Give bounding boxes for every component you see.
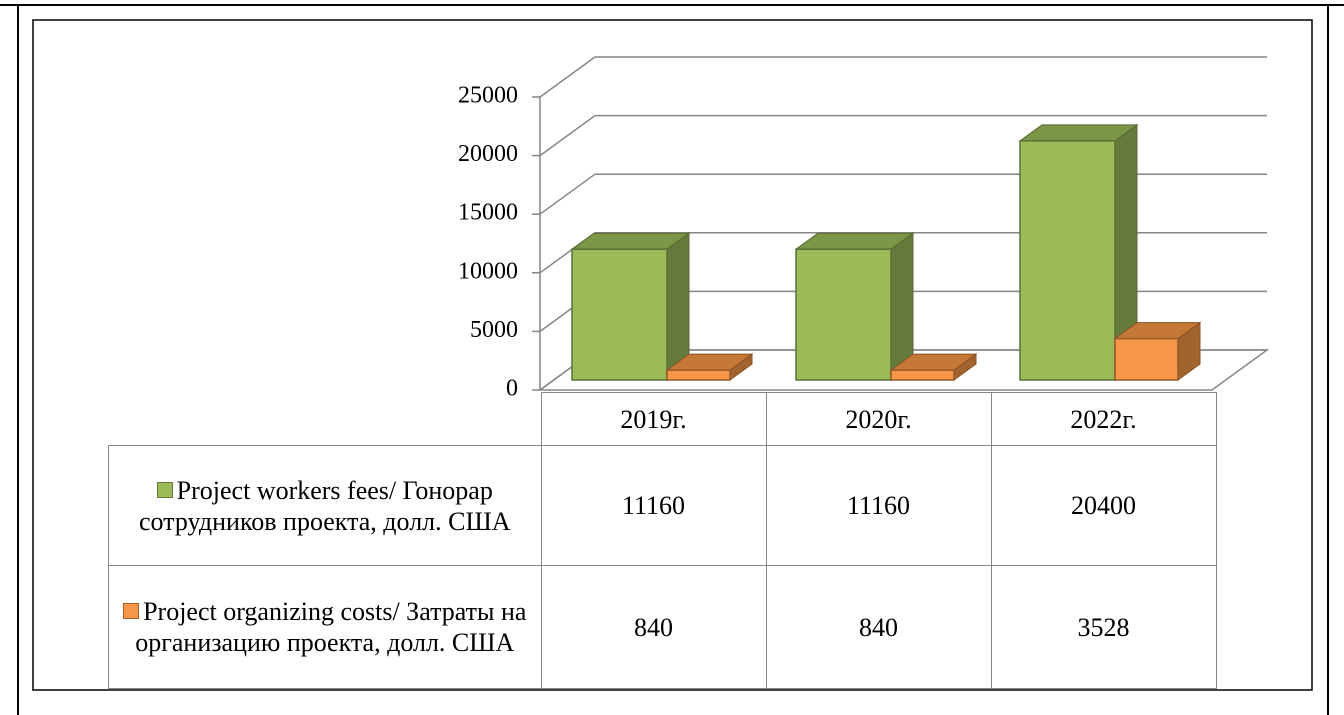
value-cell: 3528 bbox=[990, 565, 1217, 689]
data-table: 2019г. 2020г. 2022г. Project workers fee… bbox=[108, 392, 1217, 689]
bar-front bbox=[890, 369, 955, 381]
y-tick-label: 5000 bbox=[470, 317, 518, 343]
chart-border bbox=[32, 19, 1313, 691]
category-cell: 2020г. bbox=[765, 392, 992, 446]
bar-front bbox=[666, 369, 731, 381]
legend-label: Project workers fees/ Гонорар сотруднико… bbox=[138, 475, 511, 536]
legend-label: Project organizing costs/ Затраты на орг… bbox=[135, 597, 527, 657]
bar-front bbox=[795, 248, 892, 381]
y-tick-label: 15000 bbox=[458, 200, 518, 226]
grid-line bbox=[539, 114, 1267, 157]
value-cell: 840 bbox=[765, 565, 992, 689]
series-cell: Project organizing costs/ Затраты на орг… bbox=[108, 565, 542, 689]
legend-marker bbox=[156, 481, 173, 498]
value-cell: 20400 bbox=[990, 445, 1217, 566]
value-cell: 840 bbox=[540, 565, 767, 689]
bar bbox=[1113, 321, 1202, 381]
bar bbox=[665, 353, 754, 381]
category-cell: 2019г. bbox=[540, 392, 767, 446]
corner-cell bbox=[108, 392, 542, 446]
y-tick-label: 25000 bbox=[458, 83, 518, 109]
y-tick-label: 20000 bbox=[458, 141, 518, 167]
bar bbox=[570, 232, 691, 381]
grid-line bbox=[539, 173, 1267, 215]
series-row: Project workers fees/ Гонорар сотруднико… bbox=[108, 445, 1217, 566]
legend-marker bbox=[123, 603, 140, 619]
series-row: Project organizing costs/ Затраты на орг… bbox=[108, 565, 1217, 689]
bar-front bbox=[571, 248, 668, 381]
value-cell: 11160 bbox=[765, 445, 992, 566]
y-tick-label: 10000 bbox=[458, 258, 518, 284]
grid-line bbox=[539, 56, 1267, 98]
series-cell: Project workers fees/ Гонорар сотруднико… bbox=[108, 445, 542, 566]
bar-front bbox=[1019, 140, 1116, 381]
bar bbox=[1018, 123, 1139, 381]
category-cell: 2022г. bbox=[990, 392, 1217, 446]
value-cell: 11160 bbox=[540, 445, 767, 566]
bar-front bbox=[1114, 337, 1179, 381]
header-row: 2019г. 2020г. 2022г. bbox=[108, 392, 1217, 446]
bar bbox=[889, 353, 978, 381]
bar bbox=[794, 232, 915, 381]
